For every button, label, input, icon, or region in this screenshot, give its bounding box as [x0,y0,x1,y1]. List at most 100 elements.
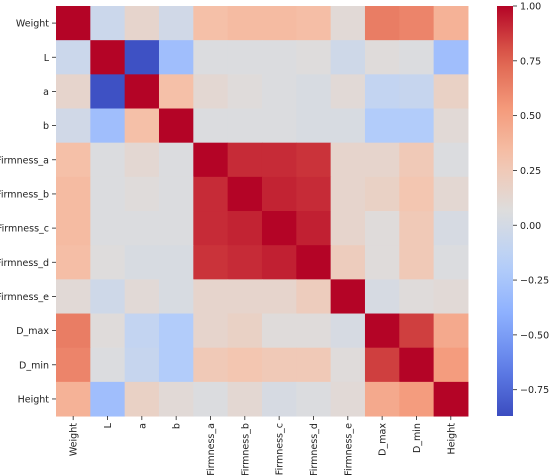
cell-d-max-d-max [364,313,400,349]
cell-firmness-a-firmness-b [227,142,263,178]
cell-firmness-c-d-max [364,211,400,246]
cell-l-weight [56,40,91,75]
cell-firmness-b-b [158,176,194,212]
cell-height-a [124,381,160,417]
x-tick-label-firmness-a: Firmness_a [206,423,217,475]
cell-b-height [433,108,469,144]
cell-firmness-b-a [124,176,160,212]
cell-firmness-e-a [124,279,160,315]
cell-a-l [90,74,126,110]
cell-d-max-a [124,313,160,349]
cell-firmness-e-firmness-e [330,279,366,315]
cell-b-firmness-e [330,108,366,144]
cell-firmness-d-firmness-b [227,245,263,280]
cell-d-max-firmness-c [261,313,297,349]
cell-height-d-max [364,381,400,417]
cell-firmness-e-l [90,279,126,315]
cell-d-min-weight [56,347,91,383]
cell-firmness-e-firmness-b [227,279,263,315]
cell-height-firmness-b [227,381,263,417]
cell-l-firmness-b [227,40,263,75]
cell-firmness-b-firmness-c [261,176,297,212]
cell-weight-firmness-b [227,6,263,41]
cell-firmness-d-d-max [364,245,400,280]
cell-d-max-b [158,313,194,349]
cell-d-max-firmness-d [296,313,332,349]
cell-d-min-a [124,347,160,383]
cell-d-min-firmness-a [193,347,229,383]
colorbar-tick-label: 0.50 [520,111,541,122]
cell-firmness-e-d-max [364,279,400,315]
cell-firmness-a-firmness-a [193,142,229,178]
cell-height-b [158,381,194,417]
y-tick-label-weight: Weight [16,19,49,30]
cell-weight-height [433,6,469,41]
cell-l-firmness-e [330,40,366,75]
cell-l-d-max [364,40,400,75]
cell-a-firmness-e [330,74,366,110]
y-tick-label-firmness-b: Firmness_b [0,189,49,200]
cell-weight-d-max [364,6,400,41]
cell-d-max-d-min [399,313,435,349]
cell-d-min-firmness-b [227,347,263,383]
cell-a-d-min [399,74,435,110]
cell-weight-l [90,6,126,41]
x-tick-label-firmness-d: Firmness_d [309,423,320,475]
cell-firmness-a-height [433,142,469,178]
cell-a-height [433,74,469,110]
cell-firmness-c-firmness-e [330,211,366,246]
cell-firmness-d-weight [56,245,91,280]
cell-d-min-d-max [364,347,400,383]
x-tick-label-firmness-b: Firmness_b [240,423,251,475]
cell-firmness-a-firmness-c [261,142,297,178]
cell-firmness-c-height [433,211,469,246]
cell-d-max-firmness-e [330,313,366,349]
y-tick-label-firmness-e: Firmness_e [0,292,49,303]
cell-firmness-b-firmness-e [330,176,366,212]
y-tick-label-firmness-a: Firmness_a [0,155,49,166]
cell-height-firmness-d [296,381,332,417]
cell-firmness-a-l [90,142,126,178]
cell-firmness-c-firmness-c [261,211,297,246]
cell-firmness-c-a [124,211,160,246]
cell-firmness-b-firmness-d [296,176,332,212]
cell-firmness-c-weight [56,211,91,246]
cell-firmness-b-weight [56,176,91,212]
cell-firmness-b-d-min [399,176,435,212]
cell-d-max-l [90,313,126,349]
cell-b-firmness-a [193,108,229,144]
colorbar-tick-label: −0.50 [520,330,549,341]
colorbar-tick-label: 0.25 [520,166,541,177]
colorbar-tick-label: 1.00 [520,2,541,13]
cell-firmness-c-firmness-a [193,211,229,246]
cell-firmness-d-l [90,245,126,280]
cell-height-l [90,381,126,417]
x-tick-label-b: b [172,423,183,429]
y-tick-label-b: b [43,121,49,132]
cell-firmness-d-height [433,245,469,280]
x-tick-label-firmness-c: Firmness_c [275,423,286,475]
x-tick-label-l: L [103,422,114,428]
cell-firmness-a-firmness-e [330,142,366,178]
cell-weight-d-min [399,6,435,41]
cell-d-min-height [433,347,469,383]
cell-height-firmness-e [330,381,366,417]
cell-height-height [433,381,469,417]
cell-a-weight [56,74,91,110]
cell-firmness-b-firmness-a [193,176,229,212]
cell-d-min-l [90,347,126,383]
colorbar-tick-label: −0.75 [520,385,549,396]
cell-firmness-c-d-min [399,211,435,246]
cell-l-l [90,40,126,75]
cell-firmness-c-firmness-d [296,211,332,246]
cell-firmness-a-b [158,142,194,178]
y-tick-label-l: L [44,53,50,64]
x-tick-label-firmness-e: Firmness_e [343,423,354,475]
cell-firmness-a-d-min [399,142,435,178]
cell-firmness-d-firmness-e [330,245,366,280]
cell-b-firmness-b [227,108,263,144]
cell-firmness-e-height [433,279,469,315]
cell-a-firmness-a [193,74,229,110]
cell-firmness-b-l [90,176,126,212]
colorbar-gradient [497,6,513,416]
